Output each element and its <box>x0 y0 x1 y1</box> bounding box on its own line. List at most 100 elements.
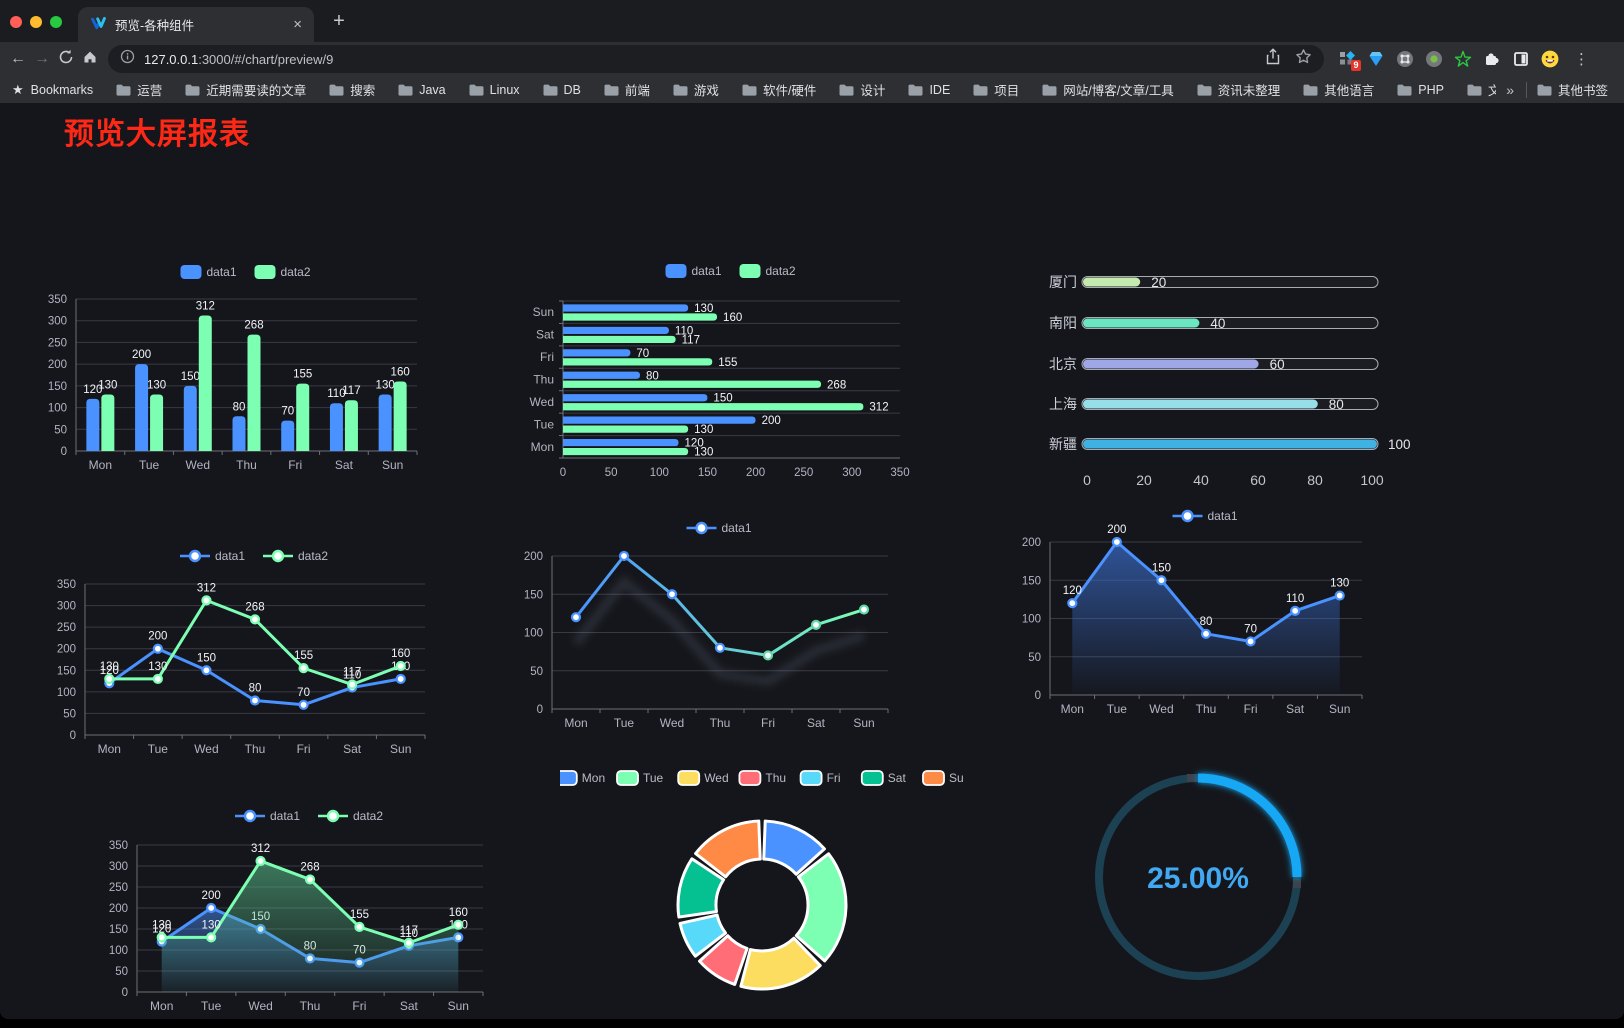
home-button[interactable] <box>78 49 102 69</box>
svg-text:Thu: Thu <box>236 458 257 472</box>
svg-text:200: 200 <box>762 415 781 427</box>
svg-text:Sat: Sat <box>1286 702 1305 716</box>
url-bar[interactable]: 127.0.0.1:3000/#/chart/preview/9 <box>108 45 1324 73</box>
chart-area-two-series[interactable]: data1 data2 50 100 150 200 250 300 350 0 Mon Tue Wed… <box>90 773 520 1023</box>
tab-close-icon[interactable]: × <box>293 16 302 33</box>
chart-area-single[interactable]: data1 50 100 150 200 0 Mon Tue Wed Thu Fri Sat Sun 12… <box>975 488 1407 716</box>
folder-icon <box>1303 84 1318 96</box>
chart-line-gradient[interactable]: data1 50 100 150 200 0 Mon Tue Wed Thu Fri Sat Sun <box>500 498 930 730</box>
svg-text:100: 100 <box>650 467 669 479</box>
site-favicon-icon <box>90 15 107 35</box>
bookmark-item[interactable]: 软件/硬件 <box>742 80 816 99</box>
bookmark-item[interactable]: 设计 <box>839 80 885 99</box>
svg-text:Mon: Mon <box>1061 702 1084 716</box>
svg-text:80: 80 <box>1200 616 1213 628</box>
folder-icon <box>543 84 558 96</box>
bookmark-item[interactable]: 项目 <box>973 80 1019 99</box>
svg-text:Fri: Fri <box>761 716 775 730</box>
browser-menu-icon[interactable]: ⋮ <box>1574 51 1589 68</box>
extension-dot-icon[interactable] <box>1425 50 1443 68</box>
bookmark-item[interactable]: 搜索 <box>329 80 375 99</box>
window-close-button[interactable] <box>10 16 22 28</box>
svg-text:200: 200 <box>148 631 167 643</box>
bookmark-item[interactable]: IDE <box>908 83 950 97</box>
bookmark-item[interactable]: DB <box>543 83 581 97</box>
bookmark-item[interactable]: 前端 <box>604 80 650 99</box>
svg-text:data1: data1 <box>270 809 300 823</box>
svg-text:Mon: Mon <box>582 771 605 785</box>
bookmarks-overflow-chevron[interactable]: » <box>1506 81 1514 98</box>
svg-text:Sat: Sat <box>400 999 419 1013</box>
folder-icon <box>839 84 854 96</box>
bookmark-item[interactable]: 其他语言 <box>1303 80 1374 99</box>
svg-text:155: 155 <box>350 909 369 921</box>
bookmark-item[interactable]: PHP <box>1397 83 1444 97</box>
svg-text:0: 0 <box>122 987 128 999</box>
svg-text:Sun: Sun <box>533 305 554 319</box>
svg-text:250: 250 <box>109 882 128 894</box>
bookmark-item[interactable]: Java <box>398 83 446 97</box>
svg-text:160: 160 <box>449 907 468 919</box>
svg-text:Sat: Sat <box>536 328 555 342</box>
svg-text:Thu: Thu <box>1196 702 1217 716</box>
extension-puzzle-icon[interactable] <box>1483 50 1501 68</box>
extension-grid-icon[interactable]: 9 <box>1338 50 1361 71</box>
browser-tab[interactable]: 预览-各种组件 × <box>78 7 314 42</box>
bookmark-item[interactable]: 近期需要读的文章 <box>185 80 306 99</box>
svg-text:110: 110 <box>343 670 361 682</box>
svg-text:Sun: Sun <box>949 771 964 785</box>
svg-text:110: 110 <box>1286 593 1304 605</box>
extension-reader-icon[interactable] <box>1512 50 1530 68</box>
bookmark-item-bookmarks[interactable]: ★ Bookmarks <box>12 81 94 97</box>
bookmark-star-icon[interactable] <box>1295 48 1312 70</box>
page-title: 预览大屏报表 <box>64 118 250 151</box>
new-tab-button[interactable]: + <box>333 10 345 32</box>
svg-text:300: 300 <box>842 467 861 479</box>
extension-emoji-icon[interactable] <box>1541 50 1559 68</box>
svg-text:60: 60 <box>1250 472 1266 488</box>
folder-icon <box>469 84 484 96</box>
svg-text:Sun: Sun <box>382 458 403 472</box>
svg-text:Thu: Thu <box>300 999 321 1013</box>
forward-button[interactable]: → <box>34 50 50 67</box>
bookmark-item[interactable]: 资讯未整理 <box>1197 80 1280 99</box>
site-info-icon[interactable] <box>120 49 135 69</box>
extension-gem-icon[interactable] <box>1367 50 1385 68</box>
chart-horizontal-bar[interactable]: data1 data2 Sun 130 160 Sat 110 117 Fri 70 155 Thu 8… <box>500 253 930 485</box>
chart-grouped-bar[interactable]: data1 data2 50 100 150 200 250 300 350 0 Mon Tue Wed… <box>40 253 470 485</box>
bookmark-item[interactable]: Linux <box>469 83 520 97</box>
svg-text:Thu: Thu <box>710 716 731 730</box>
svg-text:Sat: Sat <box>888 771 907 785</box>
bookmark-item[interactable]: 文件服务器 <box>1467 80 1496 99</box>
svg-text:Tue: Tue <box>1107 702 1128 716</box>
chart-gauge[interactable]: 25.00% <box>1080 758 1320 998</box>
svg-text:Wed: Wed <box>186 458 210 472</box>
tab-title: 预览-各种组件 <box>115 19 195 33</box>
svg-text:新疆: 新疆 <box>1049 436 1077 452</box>
share-icon[interactable] <box>1265 48 1281 70</box>
svg-text:250: 250 <box>57 622 76 634</box>
url-text[interactable]: 127.0.0.1:3000/#/chart/preview/9 <box>144 51 334 67</box>
svg-text:20: 20 <box>1151 275 1166 290</box>
chart-line-two-series[interactable]: data1 data2 50 100 150 200 250 300 350 0 Mon Tue Wed… <box>30 523 460 763</box>
bookmark-item[interactable]: 游戏 <box>673 80 719 99</box>
extension-star-icon[interactable] <box>1454 50 1472 68</box>
back-button[interactable]: ← <box>10 50 26 67</box>
svg-text:70: 70 <box>297 687 310 699</box>
svg-text:Thu: Thu <box>533 373 554 387</box>
chart-progress-bars[interactable]: 厦门 20 南阳 40 北京 60 上海 80 新疆 100 0 20 40 60 80 100 <box>980 253 1412 498</box>
svg-text:Mon: Mon <box>564 716 587 730</box>
extension-command-icon[interactable] <box>1396 50 1414 68</box>
svg-text:Mon: Mon <box>531 440 554 454</box>
chart-donut[interactable]: Mon Tue Wed Thu Fri Sat Sun <box>554 763 970 1008</box>
window-minimize-button[interactable] <box>30 16 42 28</box>
browser-titlebar: 预览-各种组件 × + <box>0 0 1624 42</box>
reload-button[interactable] <box>54 49 78 69</box>
bookmark-item[interactable]: 网站/博客/文章/工具 <box>1042 80 1174 99</box>
svg-text:data2: data2 <box>766 264 796 278</box>
bookmark-item[interactable]: 运营 <box>116 80 162 99</box>
other-bookmarks-folder[interactable]: 其他书签 <box>1537 80 1608 99</box>
window-zoom-button[interactable] <box>50 16 62 28</box>
svg-text:Tue: Tue <box>643 771 664 785</box>
svg-text:50: 50 <box>530 666 543 678</box>
